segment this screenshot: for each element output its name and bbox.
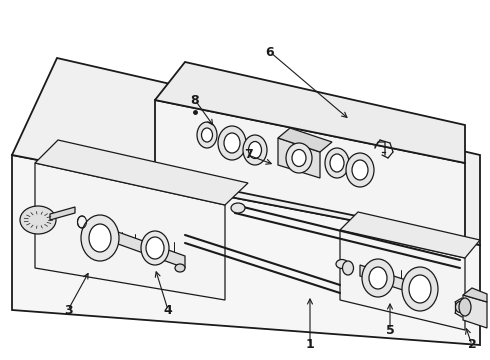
Text: 1: 1 [306, 338, 315, 351]
Ellipse shape [362, 259, 394, 297]
Ellipse shape [325, 148, 349, 178]
Ellipse shape [243, 135, 267, 165]
Text: 6: 6 [266, 45, 274, 58]
Ellipse shape [175, 264, 185, 272]
Polygon shape [340, 212, 480, 258]
Ellipse shape [224, 133, 240, 153]
Polygon shape [50, 207, 75, 220]
Polygon shape [463, 288, 487, 302]
Ellipse shape [459, 298, 471, 316]
Polygon shape [278, 128, 332, 152]
Polygon shape [35, 163, 225, 300]
Text: 5: 5 [386, 324, 394, 337]
Polygon shape [340, 230, 465, 330]
Ellipse shape [141, 231, 169, 265]
Polygon shape [360, 265, 415, 294]
Ellipse shape [146, 237, 164, 259]
Polygon shape [155, 62, 465, 163]
Ellipse shape [369, 267, 387, 289]
Ellipse shape [330, 154, 344, 172]
Ellipse shape [346, 153, 374, 187]
Polygon shape [118, 232, 185, 268]
Ellipse shape [343, 261, 353, 275]
Ellipse shape [286, 143, 312, 173]
Ellipse shape [456, 302, 465, 312]
Polygon shape [463, 295, 487, 328]
Polygon shape [278, 138, 320, 178]
Ellipse shape [409, 275, 431, 303]
Polygon shape [155, 100, 465, 238]
Text: 4: 4 [164, 303, 172, 316]
Ellipse shape [218, 126, 246, 160]
Ellipse shape [336, 260, 348, 269]
Ellipse shape [89, 224, 111, 252]
Polygon shape [12, 155, 480, 345]
Ellipse shape [20, 206, 56, 234]
Text: 3: 3 [64, 303, 73, 316]
Text: 2: 2 [467, 338, 476, 351]
Ellipse shape [352, 160, 368, 180]
Ellipse shape [81, 215, 119, 261]
Ellipse shape [197, 122, 217, 148]
Polygon shape [12, 58, 480, 245]
Polygon shape [35, 140, 248, 205]
Ellipse shape [248, 141, 262, 158]
Ellipse shape [402, 267, 438, 311]
Ellipse shape [292, 149, 306, 166]
Text: 7: 7 [244, 148, 252, 162]
Text: 8: 8 [191, 94, 199, 107]
Ellipse shape [201, 128, 213, 142]
Ellipse shape [231, 203, 245, 213]
